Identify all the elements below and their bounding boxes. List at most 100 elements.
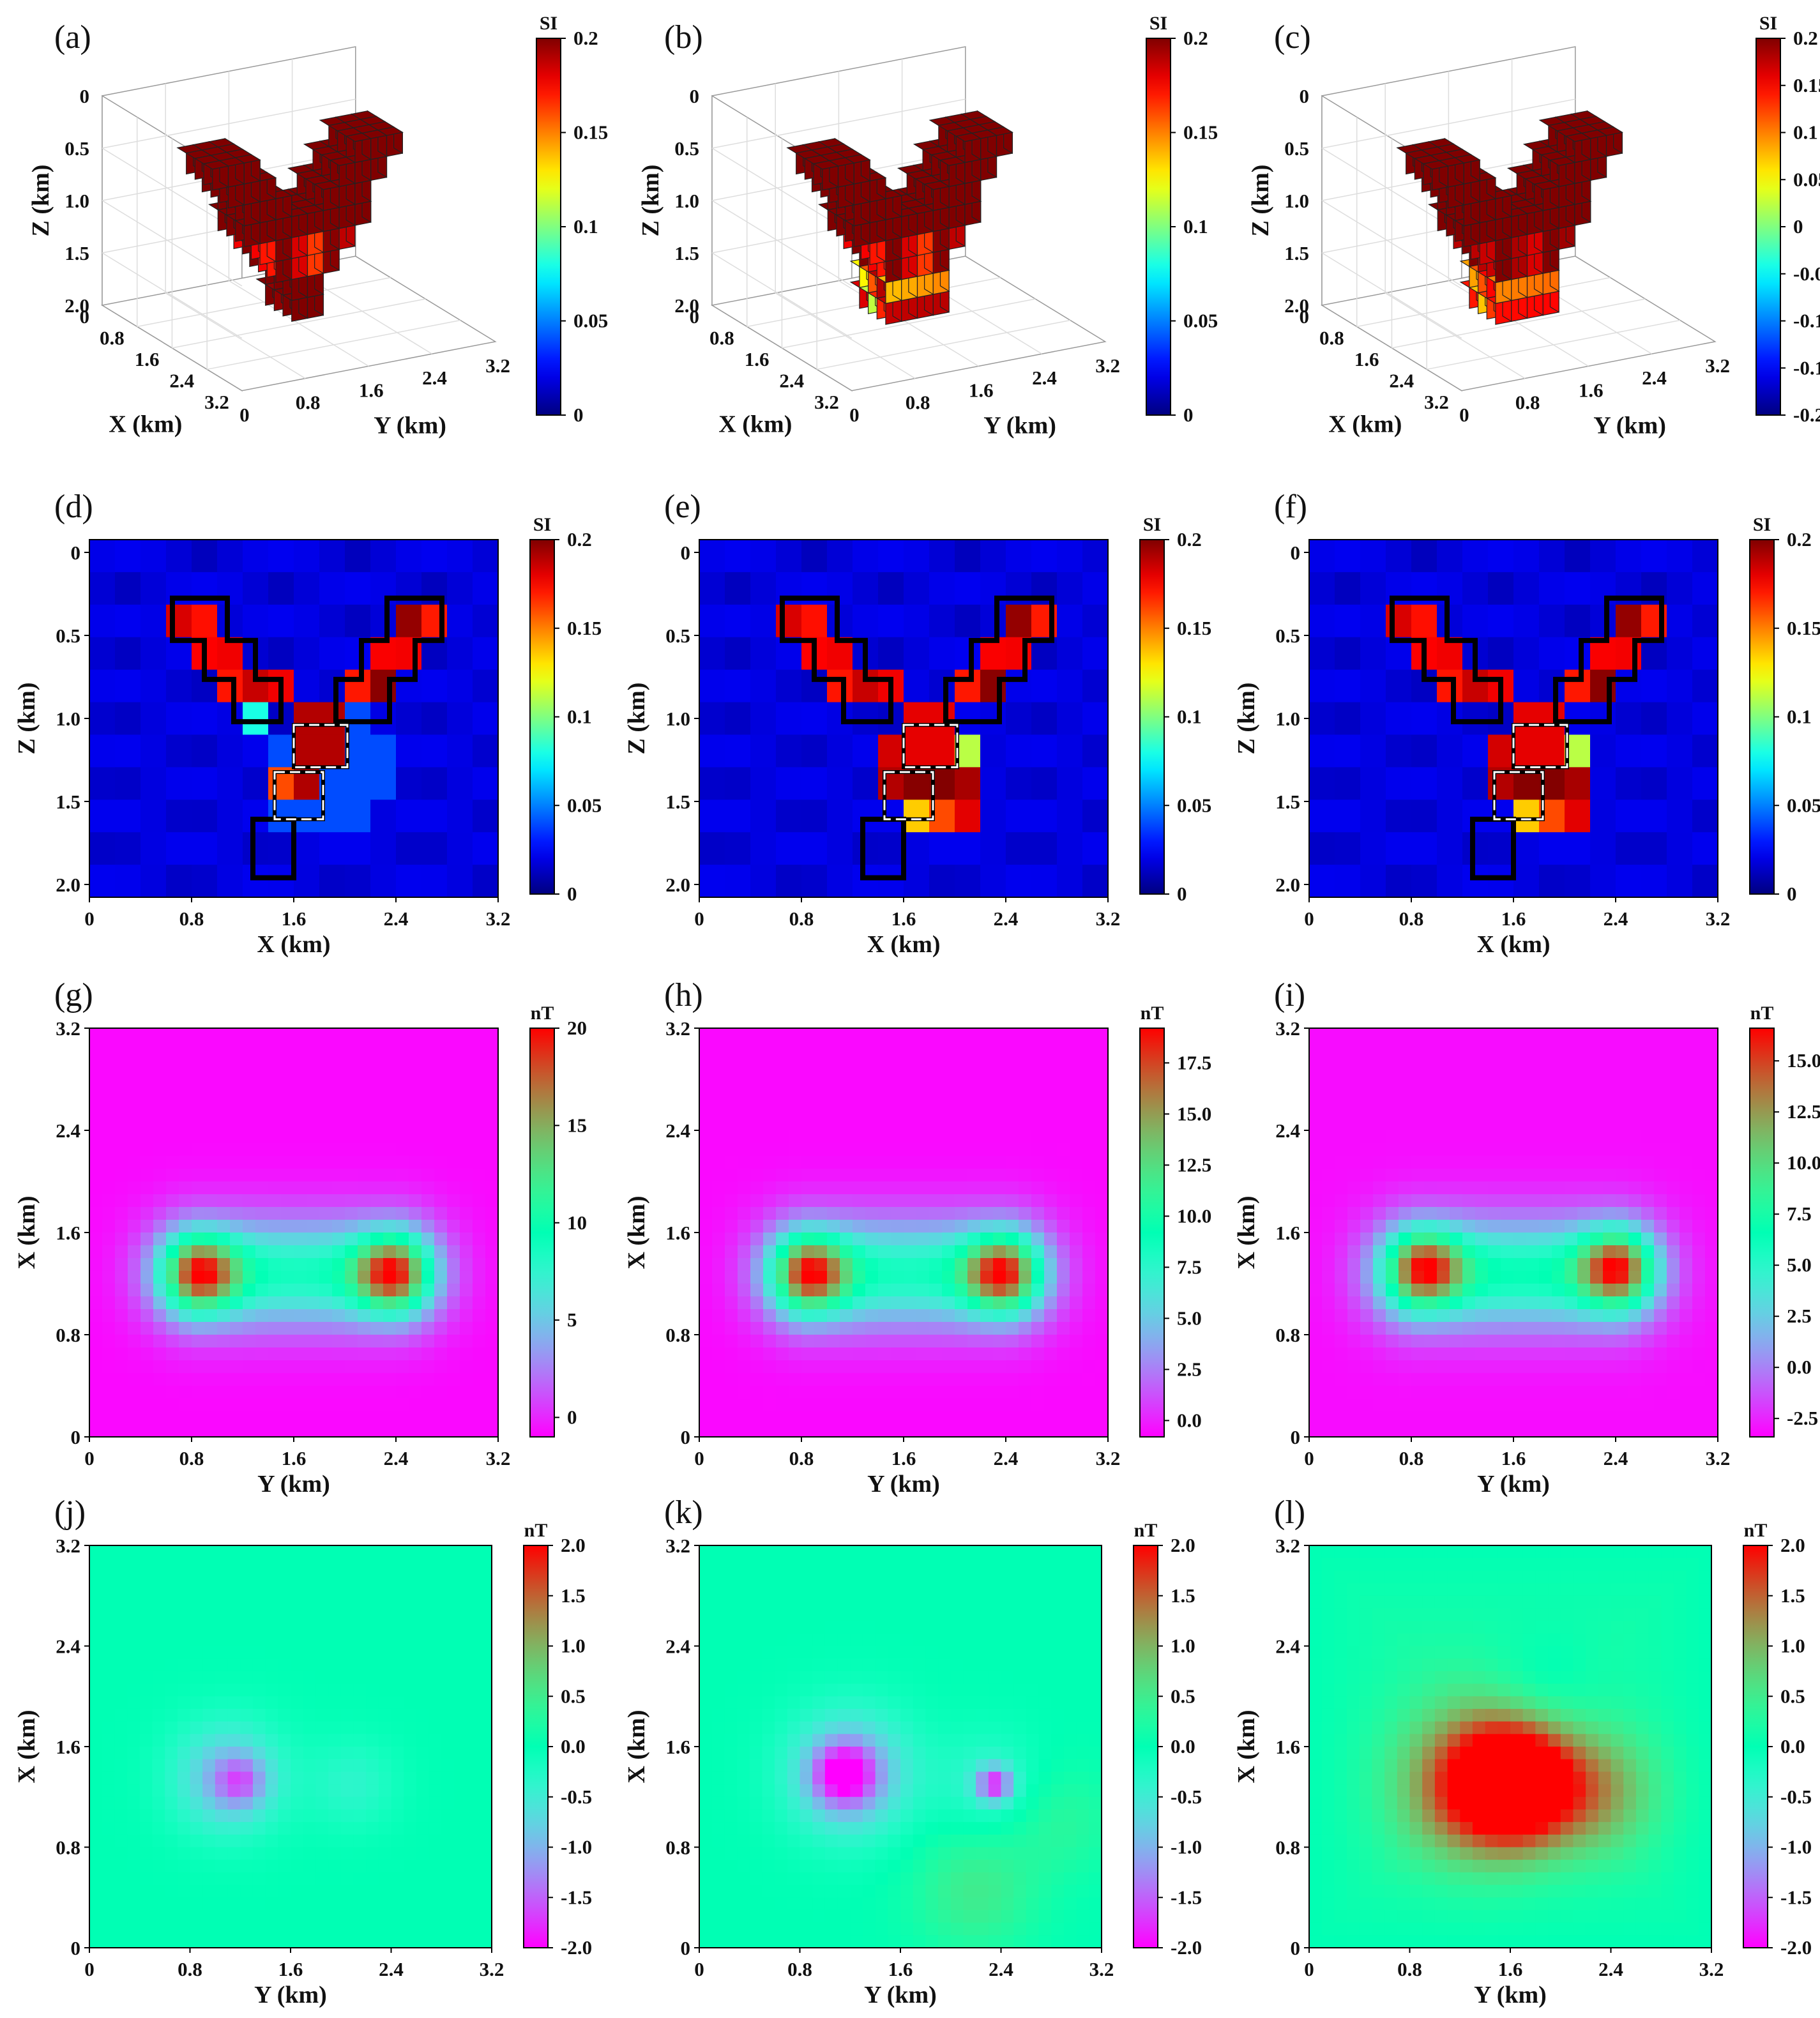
map-cell [891,1373,904,1386]
map-cell [801,1347,815,1361]
map-cell [699,1399,713,1412]
map-cell [255,1258,269,1271]
map-cell [840,1092,853,1105]
map-cell [332,1156,345,1169]
colorbar-tick-label: 0 [567,883,577,905]
map-cell [840,1181,853,1195]
section-cell [1360,572,1386,605]
section-cell [166,865,192,898]
map-cell [865,1296,879,1310]
map-cell [738,1347,751,1361]
map-cell [738,1156,751,1169]
map-cell [434,1181,448,1195]
map-cell [865,1130,879,1144]
map-cell [967,1271,981,1284]
map-cell [255,1335,269,1348]
map-cell [383,1092,397,1105]
map-cell [153,1360,167,1374]
map-cell [485,1130,499,1144]
map-cell [1070,1360,1083,1374]
map-cell [738,1309,751,1323]
section-cell [699,832,725,865]
map-cell [447,1220,460,1233]
map-cell [153,1335,167,1348]
map-cell [358,1245,371,1259]
map-cell [776,1424,789,1438]
map-cell [1347,1054,1361,1067]
map-cell [485,1411,499,1425]
map-cell [878,1347,891,1361]
map-cell [1322,1028,1335,1042]
section-cell [1539,832,1565,865]
map-cell [332,1309,345,1323]
map-cell [827,1143,840,1157]
map-cell [750,1181,764,1195]
z-tick-label: 0 [690,85,700,107]
map-cell [230,1411,243,1425]
section-cell [345,604,371,638]
map-cell [955,1245,968,1259]
map-cell [243,1233,256,1246]
map-cell [1057,1054,1070,1067]
map-cell [776,1054,789,1067]
map-cell [421,1258,435,1271]
map-cell [1082,1373,1096,1386]
map-cell [1044,1041,1058,1054]
section-cell [1513,832,1540,865]
map-cell [763,1130,777,1144]
section-cell [1031,669,1058,703]
map-cell [281,1386,294,1399]
section-cell [1309,604,1335,638]
map-cell [980,1360,994,1374]
map-cell [89,1271,103,1284]
map-cell [776,1296,789,1310]
map-cell [955,1079,968,1093]
section-cell [319,572,345,605]
map-cell [332,1322,345,1335]
section-cell [1057,865,1083,898]
map-cell [473,1169,486,1182]
map-cell [409,1386,422,1399]
map-cell [1031,1054,1045,1067]
map-cell [102,1105,116,1118]
map-cell [358,1130,371,1144]
map-cell [1705,1092,1718,1105]
section-cell [1309,767,1335,800]
section-cell [878,604,904,638]
map-cell [1450,1054,1463,1067]
map-cell [268,1118,282,1131]
map-cell [725,1322,738,1335]
map-cell [967,1399,981,1412]
map-cell [853,1054,866,1067]
map-cell [179,1347,192,1361]
section-cell [89,702,116,736]
map-cell [345,1066,358,1080]
map-cell [1347,1066,1361,1080]
section-cell [699,734,725,768]
map-cell [738,1284,751,1297]
map-cell [878,1118,891,1131]
map-cell [1513,1130,1527,1144]
map-cell [409,1143,422,1157]
z-tick-label: 1.0 [674,190,699,212]
map-cell [750,1079,764,1093]
map-cell [217,1296,231,1310]
map-cell [1705,1130,1718,1144]
map-cell [204,1245,218,1259]
map-cell [319,1105,333,1118]
map-cell [1603,1143,1616,1157]
map-cell [319,1386,333,1399]
map-cell [89,1169,103,1182]
map-cell [1654,1041,1667,1054]
map-cell [1070,1424,1083,1438]
map-cell [421,1041,435,1054]
section-cell [699,865,725,898]
map-cell [204,1105,218,1118]
section-cell [929,540,955,573]
colorbar-tick-label: 5 [567,1309,577,1331]
map-cell [1347,1143,1361,1157]
section-cell [243,800,269,833]
map-cell [725,1424,738,1438]
map-cell [319,1245,333,1259]
map-cell [1019,1245,1032,1259]
